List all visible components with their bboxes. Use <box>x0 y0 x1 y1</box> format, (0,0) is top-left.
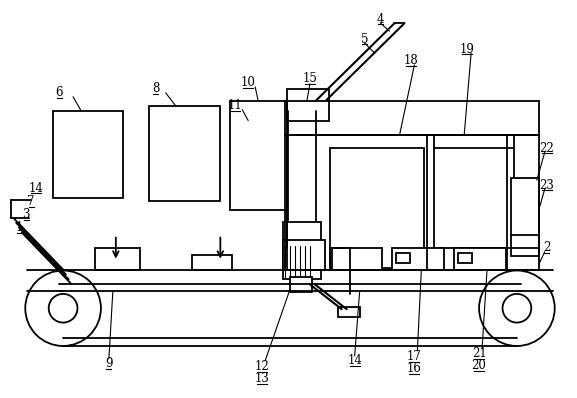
Text: 23: 23 <box>539 179 554 191</box>
Text: 14: 14 <box>347 354 362 367</box>
Text: 18: 18 <box>404 55 419 68</box>
Text: 9: 9 <box>105 357 113 371</box>
Bar <box>230 101 288 210</box>
Bar <box>396 253 410 263</box>
Text: 14: 14 <box>29 181 44 195</box>
Bar <box>288 111 316 250</box>
Text: 2: 2 <box>543 241 550 254</box>
Text: 7: 7 <box>28 195 35 209</box>
Circle shape <box>25 271 101 346</box>
Text: 17: 17 <box>407 350 422 363</box>
Bar <box>290 277 312 293</box>
Text: 4: 4 <box>377 13 384 26</box>
Text: 22: 22 <box>539 142 554 155</box>
Bar <box>332 248 381 269</box>
Text: 5: 5 <box>361 33 368 46</box>
Text: 11: 11 <box>228 99 243 112</box>
Circle shape <box>503 294 531 322</box>
Circle shape <box>479 271 554 346</box>
Text: 12: 12 <box>255 360 269 373</box>
Text: 19: 19 <box>460 43 474 56</box>
Bar <box>283 240 325 269</box>
Text: 15: 15 <box>302 72 317 85</box>
Text: 3: 3 <box>23 209 30 221</box>
Text: 13: 13 <box>254 372 269 385</box>
Bar <box>511 178 539 256</box>
Text: 16: 16 <box>407 362 422 375</box>
Bar <box>95 248 140 269</box>
Bar <box>434 148 514 248</box>
Bar <box>283 222 321 244</box>
Bar <box>53 111 123 198</box>
Text: 1: 1 <box>16 221 23 234</box>
Text: 6: 6 <box>55 86 63 99</box>
Circle shape <box>48 294 77 322</box>
Bar <box>338 307 359 317</box>
Text: 8: 8 <box>152 82 159 95</box>
Bar <box>454 248 506 269</box>
Text: 20: 20 <box>471 359 486 372</box>
Bar <box>458 253 472 263</box>
Bar <box>149 105 220 201</box>
Bar <box>330 148 424 267</box>
Bar <box>193 255 233 269</box>
Text: 10: 10 <box>241 76 256 89</box>
Bar <box>283 244 321 279</box>
Bar <box>287 89 329 121</box>
Bar <box>392 248 444 269</box>
Text: 21: 21 <box>472 347 486 361</box>
